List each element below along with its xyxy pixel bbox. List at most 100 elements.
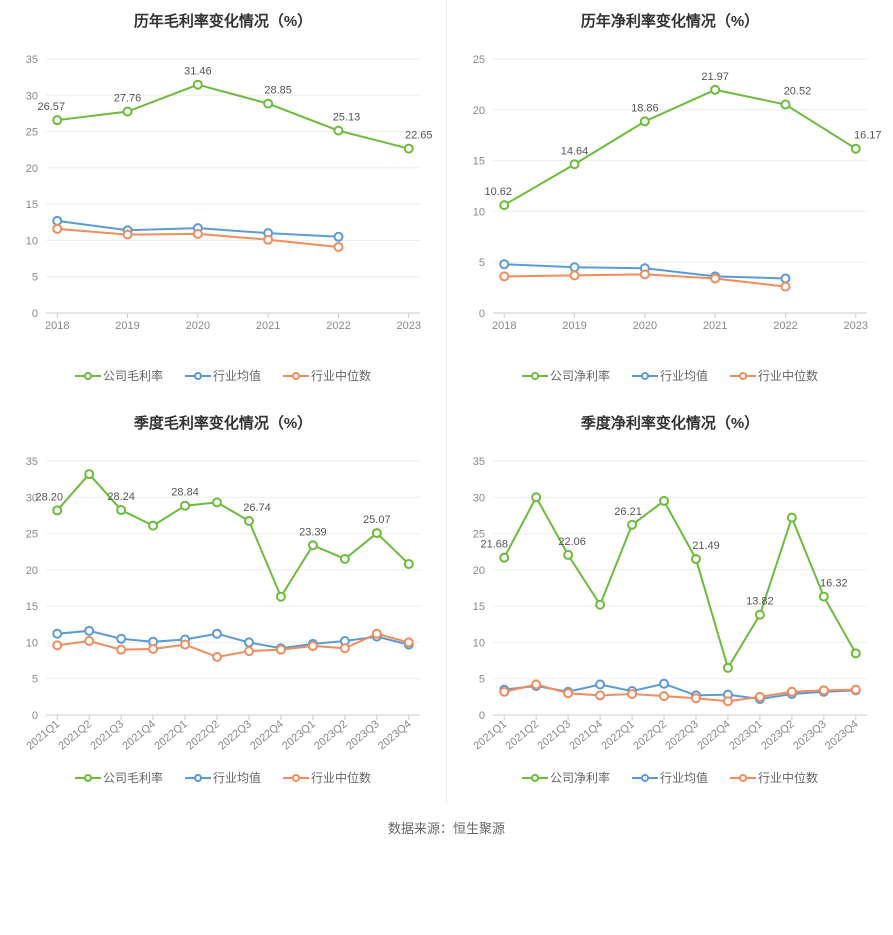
svg-text:2021Q4: 2021Q4 <box>120 718 158 752</box>
svg-text:31.46: 31.46 <box>184 66 212 78</box>
svg-text:22.65: 22.65 <box>405 130 433 142</box>
legend-label: 行业中位数 <box>758 367 818 384</box>
legend-item[interactable]: 公司毛利率 <box>75 769 163 786</box>
chart-legend: 公司毛利率 行业均值 行业中位数 <box>75 757 371 804</box>
legend-item[interactable]: 公司毛利率 <box>75 367 163 384</box>
svg-text:15: 15 <box>473 156 485 168</box>
svg-text:21.49: 21.49 <box>692 540 720 552</box>
svg-text:2023Q3: 2023Q3 <box>344 718 382 752</box>
legend-swatch-icon <box>185 370 211 382</box>
svg-text:2022Q2: 2022Q2 <box>631 718 669 752</box>
svg-text:2022Q3: 2022Q3 <box>216 718 254 752</box>
svg-text:16.17: 16.17 <box>854 130 882 142</box>
svg-text:25.07: 25.07 <box>363 514 391 526</box>
svg-text:2021Q2: 2021Q2 <box>56 718 94 752</box>
svg-text:20: 20 <box>26 565 38 577</box>
svg-text:18.86: 18.86 <box>631 102 659 114</box>
svg-text:30: 30 <box>26 90 38 102</box>
svg-text:2023Q1: 2023Q1 <box>727 718 765 752</box>
legend-swatch-icon <box>522 370 548 382</box>
svg-text:2023: 2023 <box>844 320 868 332</box>
svg-text:10: 10 <box>473 206 485 218</box>
svg-text:21.97: 21.97 <box>701 71 729 83</box>
legend-item[interactable]: 行业均值 <box>632 769 708 786</box>
legend-swatch-icon <box>283 772 309 784</box>
svg-text:2020: 2020 <box>633 320 657 332</box>
legend-label: 行业中位数 <box>311 769 371 786</box>
svg-text:2018: 2018 <box>492 320 516 332</box>
legend-label: 公司毛利率 <box>103 367 163 384</box>
legend-item[interactable]: 行业均值 <box>185 769 261 786</box>
svg-text:26.21: 26.21 <box>614 506 642 518</box>
svg-text:2021: 2021 <box>703 320 727 332</box>
legend-swatch-icon <box>730 370 756 382</box>
chart-svg-container: 0510152025303520182019202020212022202326… <box>4 35 442 355</box>
svg-text:25: 25 <box>473 54 485 66</box>
legend-label: 行业均值 <box>213 769 261 786</box>
legend-item[interactable]: 行业均值 <box>185 367 261 384</box>
svg-text:22.06: 22.06 <box>558 536 586 548</box>
legend-item[interactable]: 行业中位数 <box>283 769 371 786</box>
svg-text:2019: 2019 <box>562 320 586 332</box>
svg-text:35: 35 <box>473 456 485 468</box>
svg-text:2022Q2: 2022Q2 <box>184 718 222 752</box>
svg-text:25.13: 25.13 <box>333 112 361 124</box>
svg-text:2022Q1: 2022Q1 <box>599 718 637 752</box>
svg-text:20: 20 <box>26 163 38 175</box>
svg-text:28.24: 28.24 <box>107 491 135 503</box>
svg-text:2022Q1: 2022Q1 <box>152 718 190 752</box>
legend-swatch-icon <box>75 370 101 382</box>
legend-swatch-icon <box>75 772 101 784</box>
svg-text:2021Q1: 2021Q1 <box>471 718 509 752</box>
chart-svg-container: 051015202520182019202020212022202310.621… <box>451 35 889 355</box>
chart-title: 季度净利率变化情况（%） <box>581 412 759 433</box>
legend-swatch-icon <box>522 772 548 784</box>
svg-text:35: 35 <box>26 456 38 468</box>
svg-text:5: 5 <box>479 674 485 686</box>
chart-legend: 公司净利率 行业均值 行业中位数 <box>522 757 818 804</box>
legend-label: 公司毛利率 <box>103 769 163 786</box>
svg-text:20.52: 20.52 <box>784 86 812 98</box>
svg-text:10.62: 10.62 <box>484 186 512 198</box>
legend-swatch-icon <box>185 772 211 784</box>
svg-text:2023Q2: 2023Q2 <box>759 718 797 752</box>
legend-item[interactable]: 行业中位数 <box>283 367 371 384</box>
svg-text:26.57: 26.57 <box>37 101 65 113</box>
svg-text:27.76: 27.76 <box>114 93 142 105</box>
svg-text:10: 10 <box>473 637 485 649</box>
svg-text:0: 0 <box>32 308 38 320</box>
svg-text:28.85: 28.85 <box>264 85 292 97</box>
svg-text:10: 10 <box>26 637 38 649</box>
svg-text:20: 20 <box>473 105 485 117</box>
charts-grid: 历年毛利率变化情况（%） 051015202530352018201920202… <box>0 0 893 804</box>
svg-text:23.39: 23.39 <box>299 526 327 538</box>
legend-item[interactable]: 行业中位数 <box>730 367 818 384</box>
chart-title: 历年毛利率变化情况（%） <box>134 10 312 31</box>
svg-text:13.82: 13.82 <box>746 596 774 608</box>
legend-swatch-icon <box>730 772 756 784</box>
legend-item[interactable]: 行业均值 <box>632 367 708 384</box>
svg-text:16.32: 16.32 <box>820 578 848 590</box>
svg-text:5: 5 <box>479 257 485 269</box>
legend-label: 公司净利率 <box>550 769 610 786</box>
legend-item[interactable]: 公司净利率 <box>522 367 610 384</box>
legend-label: 行业均值 <box>660 367 708 384</box>
svg-text:30: 30 <box>473 492 485 504</box>
svg-text:25: 25 <box>26 529 38 541</box>
svg-text:21.68: 21.68 <box>480 539 508 551</box>
chart-title: 季度毛利率变化情况（%） <box>134 412 312 433</box>
svg-text:2018: 2018 <box>45 320 69 332</box>
svg-text:2023: 2023 <box>397 320 421 332</box>
chart-svg-container: 051015202530352021Q12021Q22021Q32021Q420… <box>451 437 889 757</box>
svg-text:25: 25 <box>26 127 38 139</box>
svg-text:2020: 2020 <box>186 320 210 332</box>
chart-cell-quarterly-net: 季度净利率变化情况（%） 051015202530352021Q12021Q22… <box>447 402 893 804</box>
svg-text:2021: 2021 <box>256 320 280 332</box>
svg-text:2021Q3: 2021Q3 <box>535 718 573 752</box>
legend-item[interactable]: 公司净利率 <box>522 769 610 786</box>
legend-item[interactable]: 行业中位数 <box>730 769 818 786</box>
svg-text:2023Q4: 2023Q4 <box>376 718 414 752</box>
svg-text:2023Q4: 2023Q4 <box>823 718 861 752</box>
svg-text:2022Q4: 2022Q4 <box>248 718 286 752</box>
svg-text:26.74: 26.74 <box>243 502 271 514</box>
